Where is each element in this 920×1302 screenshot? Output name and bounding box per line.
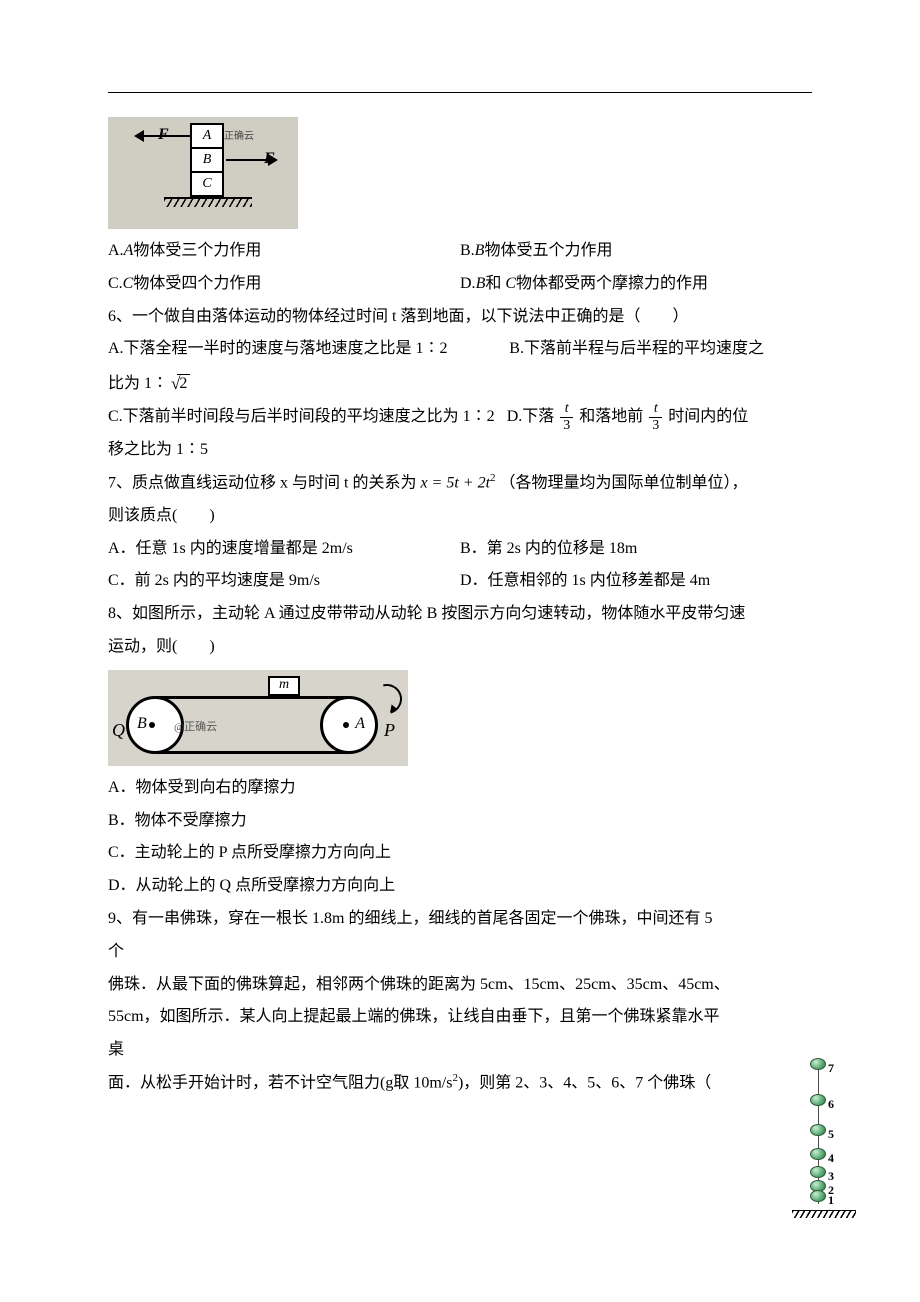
q8-stem-line1: 8、如图所示，主动轮 A 通过皮带带动从动轮 B 按图示方向匀速转动，物体随水平… xyxy=(108,598,812,631)
q6-option-B-head: B.下落前半程与后半程的平均速度之 xyxy=(509,333,812,366)
q5-option-A: A.A物体受三个力作用 xyxy=(108,235,460,268)
force-label-F1: F xyxy=(158,119,169,152)
q8-option-C: C．主动轮上的 P 点所受摩擦力方向向上 xyxy=(108,837,812,870)
q7-option-A: A．任意 1s 内的速度增量都是 2m/s xyxy=(108,533,460,566)
q5-option-C: C.C物体受四个力作用 xyxy=(108,268,460,301)
q8-option-D: D．从动轮上的 Q 点所受摩擦力方向向上 xyxy=(108,870,812,903)
q8-option-B: B．物体不受摩擦力 xyxy=(108,805,812,838)
q9-line4: 面．从松手开始计时，若不计空气阻力(g取 10m/s2)，则第 2、3、4、5、… xyxy=(108,1067,730,1100)
bead-4 xyxy=(810,1148,826,1160)
q7-stem: 7、质点做直线运动位移 x 与时间 t 的关系为 x = 5t + 2t2 （各… xyxy=(108,467,812,500)
q9-line1: 9、有一串佛珠，穿在一根长 1.8m 的细线上，细线的首尾各固定一个佛珠，中间还… xyxy=(108,903,730,969)
q6-option-B-tail: 比为 1∶2 xyxy=(108,366,812,401)
top-rule xyxy=(108,92,812,93)
bead-label-5: 5 xyxy=(828,1122,834,1147)
bead-5 xyxy=(810,1124,826,1136)
q9-line2: 佛珠．从最下面的佛珠算起，相邻两个佛珠的距离为 5cm、15cm、25cm、35… xyxy=(108,969,730,1002)
figure-beads: 7654321 xyxy=(808,1058,864,1214)
block-C: C xyxy=(190,171,224,197)
q8-option-A: A．物体受到向右的摩擦力 xyxy=(108,772,812,805)
bead-1 xyxy=(810,1190,826,1202)
q7-option-C: C．前 2s 内的平均速度是 9m/s xyxy=(108,565,460,598)
figure-watermark: 正确云 xyxy=(224,127,254,148)
q8-stem-line2: 运动，则( ) xyxy=(108,631,812,664)
bead-3 xyxy=(810,1166,826,1178)
wheel-A: A xyxy=(320,696,378,754)
q5-option-B: B.B物体受五个力作用 xyxy=(460,235,812,268)
bead-label-1: 1 xyxy=(828,1188,834,1213)
q7-option-D: D．任意相邻的 1s 内位移差都是 4m xyxy=(460,565,812,598)
bead-label-6: 6 xyxy=(828,1092,834,1117)
force-label-F2: F xyxy=(264,143,275,176)
bead-7 xyxy=(810,1058,826,1070)
q6-option-D-tail: 移之比为 1∶5 xyxy=(108,434,812,467)
q6-stem: 6、一个做自由落体运动的物体经过时间 t 落到地面，以下说法中正确的是（ ） xyxy=(108,301,812,334)
belt-watermark: @正确云 xyxy=(174,716,217,739)
belt-mass-box: m xyxy=(268,676,300,696)
q6-option-A: A.下落全程一半时的速度与落地速度之比是 1∶2 xyxy=(108,333,509,366)
figure-stacked-blocks: F F A B C 正确云 xyxy=(108,117,298,229)
bead-label-7: 7 xyxy=(828,1056,834,1081)
q9-line3: 55cm，如图所示．某人向上提起最上端的佛珠，让线自由垂下，且第一个佛珠紧靠水平… xyxy=(108,1001,730,1067)
q7-stem2: 则该质点( ) xyxy=(108,500,812,533)
q6-options-CD: C.下落前半时间段与后半时间段的平均速度之比为 1∶2 D.下落 t3 和落地前… xyxy=(108,401,812,434)
figure-belt-pulley: m B A Q P @正确云 xyxy=(108,670,408,766)
bead-6 xyxy=(810,1094,826,1106)
point-Q-label: Q xyxy=(112,712,125,749)
q5-option-D: D.B和 C物体都受两个摩擦力的作用 xyxy=(460,268,812,301)
q7-option-B: B．第 2s 内的位移是 18m xyxy=(460,533,812,566)
ground xyxy=(164,197,252,207)
beads-ground xyxy=(792,1210,856,1218)
point-P-label: P xyxy=(384,712,395,749)
